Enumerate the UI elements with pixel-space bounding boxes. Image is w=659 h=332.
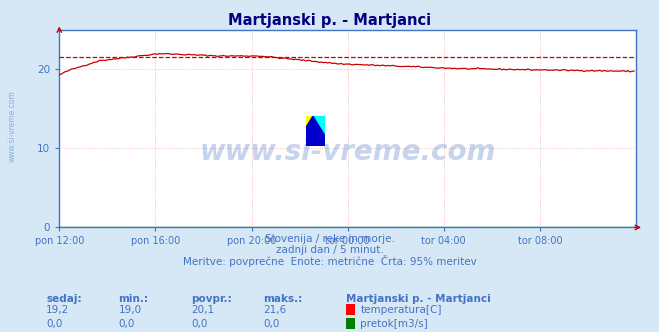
Polygon shape (313, 116, 325, 135)
Text: min.:: min.: (119, 294, 149, 304)
Text: zadnji dan / 5 minut.: zadnji dan / 5 minut. (275, 245, 384, 255)
Text: 0,0: 0,0 (119, 319, 135, 329)
Text: www.si-vreme.com: www.si-vreme.com (8, 90, 17, 162)
Text: maks.:: maks.: (264, 294, 303, 304)
Text: Slovenija / reke in morje.: Slovenija / reke in morje. (264, 234, 395, 244)
Polygon shape (306, 116, 325, 146)
Text: 20,1: 20,1 (191, 305, 214, 315)
Text: 19,2: 19,2 (46, 305, 69, 315)
Text: 0,0: 0,0 (191, 319, 208, 329)
Text: 19,0: 19,0 (119, 305, 142, 315)
Text: pretok[m3/s]: pretok[m3/s] (360, 319, 428, 329)
Text: Martjanski p. - Martjanci: Martjanski p. - Martjanci (346, 294, 491, 304)
Text: 0,0: 0,0 (46, 319, 63, 329)
Text: Martjanski p. - Martjanci: Martjanski p. - Martjanci (228, 13, 431, 28)
Text: povpr.:: povpr.: (191, 294, 232, 304)
Text: www.si-vreme.com: www.si-vreme.com (200, 138, 496, 166)
Text: temperatura[C]: temperatura[C] (360, 305, 442, 315)
Text: 21,6: 21,6 (264, 305, 287, 315)
Text: sedaj:: sedaj: (46, 294, 82, 304)
Polygon shape (306, 116, 325, 146)
Text: 0,0: 0,0 (264, 319, 280, 329)
Text: Meritve: povprečne  Enote: metrične  Črta: 95% meritev: Meritve: povprečne Enote: metrične Črta:… (183, 255, 476, 267)
